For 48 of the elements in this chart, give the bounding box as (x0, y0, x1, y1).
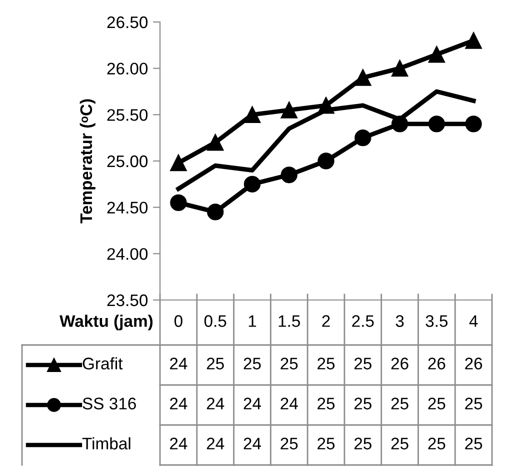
text: 24 (244, 398, 262, 410)
text: 25 (318, 438, 335, 450)
text: 25 (280, 358, 298, 370)
legend-label: Grafit (82, 357, 123, 370)
text: 25 (428, 398, 446, 410)
x-tick-label: 3 (396, 315, 404, 327)
y-tick-label: 26.00 (107, 62, 148, 75)
text: 25 (465, 438, 482, 450)
x-axis-title: Waktu (jam) (60, 314, 153, 330)
y-tick-label: 26.50 (107, 16, 148, 28)
y-tick-label: 23.50 (107, 294, 148, 306)
text: 25 (354, 358, 372, 370)
text: 25 (318, 398, 335, 410)
text: 25 (391, 398, 408, 410)
x-tick-label: 4 (469, 315, 478, 327)
legend-label: Timbal (82, 437, 130, 450)
x-tick-label: 0 (174, 315, 182, 327)
x-tick-label: 0.5 (204, 315, 226, 327)
text: 25 (354, 398, 372, 410)
legend-label: SS 316 (82, 398, 136, 410)
y-tick-label: 25.00 (107, 155, 148, 168)
text: 25 (465, 398, 482, 410)
text: 26 (391, 358, 408, 370)
text: 25 (391, 438, 408, 450)
text: 24 (170, 398, 188, 410)
text: 25 (206, 358, 224, 370)
x-tick-label: 3.5 (426, 315, 448, 327)
y-tick-label: 25.50 (107, 109, 148, 121)
x-tick-label: 2.5 (352, 315, 374, 327)
x-tick-label: 2 (322, 315, 330, 327)
text: 26 (428, 358, 446, 370)
text: 24 (206, 398, 224, 410)
text: 25 (244, 358, 261, 370)
text: 24 (170, 438, 188, 450)
text: 24 (206, 438, 224, 450)
text: 25 (280, 438, 298, 450)
text: 24 (244, 438, 262, 450)
text: 25 (318, 358, 335, 370)
text: 24 (280, 398, 298, 410)
x-tick-label: 1 (248, 315, 256, 327)
text: 25 (428, 438, 446, 450)
y-tick-label: 24.00 (107, 248, 148, 260)
x-tick-label: 1.5 (278, 315, 300, 327)
y-axis-title: Temperatur (ᵒC) (80, 99, 96, 224)
y-tick-label: 24.50 (107, 202, 148, 214)
text: 24 (170, 358, 188, 370)
text: 26 (465, 358, 482, 370)
text: 25 (354, 438, 372, 450)
